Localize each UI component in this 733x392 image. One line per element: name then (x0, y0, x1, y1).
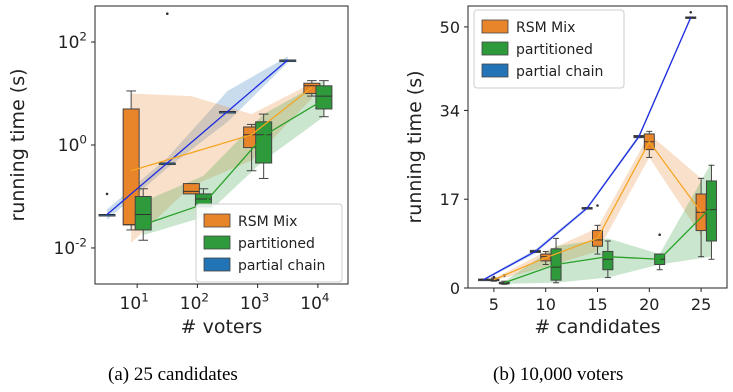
y-tick-label: 100 (58, 132, 87, 156)
box-partitioned-2 (255, 113, 273, 179)
box-partitioned-4 (705, 164, 717, 260)
x-tick-label: 5 (489, 295, 499, 314)
x-tick-label: 102 (180, 290, 209, 314)
box-rsm-0 (122, 90, 140, 231)
mean-line-partitioned (504, 206, 712, 284)
x-tick-label: 20 (639, 295, 659, 314)
mean-line-rsm (493, 140, 702, 281)
legend-swatch-partitioned (203, 235, 231, 250)
box-partitioned-2 (602, 240, 614, 279)
box-body (255, 121, 273, 164)
box-body (705, 180, 717, 242)
y-axis-label: running time (s) (7, 68, 29, 221)
flier-point (689, 10, 693, 14)
mean-line-partial (106, 59, 289, 215)
legend-label-rsm: RSM Mix (238, 214, 297, 230)
box-body (182, 183, 200, 195)
mean-line-rsm (130, 86, 313, 172)
legend: RSM Mix partitioned partial chain (195, 203, 343, 283)
chart-panel-a: RSM Mix partitioned partial chain 101 102 103… (7, 5, 349, 338)
box-partitioned-0 (498, 274, 510, 285)
legend-label-partitioned: partitioned (516, 42, 593, 58)
x-tick-label: 103 (240, 290, 269, 314)
box-partitioned-1 (550, 237, 562, 284)
flier-point (596, 204, 599, 207)
legend-swatch-partitioned (481, 41, 509, 56)
legend-label-partial: partial chain (516, 64, 603, 80)
caption-panel-a: (a) 25 candidates (108, 364, 238, 385)
legend-swatch-partial (203, 257, 231, 272)
y-tick-label: 10-2 (54, 235, 88, 259)
box-partitioned-0 (134, 188, 152, 241)
mean-line-partitioned (142, 99, 325, 226)
x-tick-label: 10 (536, 295, 556, 314)
flier-point (165, 12, 169, 16)
legend-swatch-rsm (481, 19, 509, 34)
legend-frame (473, 9, 625, 89)
legend: RSM Mix partitioned partial chain (473, 9, 625, 89)
x-tick-label: 25 (691, 295, 711, 314)
x-axis-label: # voters (181, 316, 263, 338)
x-tick-label: 15 (587, 295, 607, 314)
legend-swatch-partial (481, 63, 509, 78)
caption-panel-b: (b) 10,000 voters (493, 364, 624, 385)
y-tick-label: 34 (440, 101, 460, 120)
y-tick-label: 50 (440, 18, 460, 37)
box-body (315, 85, 333, 110)
y-tick-label: 0 (450, 279, 460, 298)
flier-point (105, 192, 109, 196)
y-axis-label: running time (s) (404, 70, 426, 223)
chart-panel-b: RSM Mix partitioned partial chain 5 10 15 20 25… (404, 5, 728, 338)
x-tick-label: 104 (300, 290, 329, 314)
legend-label-rsm: RSM Mix (516, 20, 575, 36)
x-tick-label: 101 (120, 290, 149, 314)
flier-point (658, 233, 661, 237)
flier-point (492, 275, 496, 279)
legend-label-partitioned: partitioned (238, 236, 315, 252)
y-tick-label: 102 (58, 29, 87, 53)
box-partial-4 (685, 10, 697, 19)
x-axis-label: # candidates (534, 316, 660, 338)
box-body (602, 250, 614, 271)
box-rsm-1 (182, 183, 200, 195)
legend-frame (195, 203, 343, 283)
box-partitioned-3 (315, 80, 333, 118)
legend-swatch-rsm (203, 213, 231, 228)
box-body (134, 195, 152, 231)
y-tick-label: 17 (440, 190, 460, 209)
mean-line-partial (483, 17, 692, 281)
band-partitioned (143, 80, 324, 236)
legend-label-partial: partial chain (238, 258, 325, 274)
